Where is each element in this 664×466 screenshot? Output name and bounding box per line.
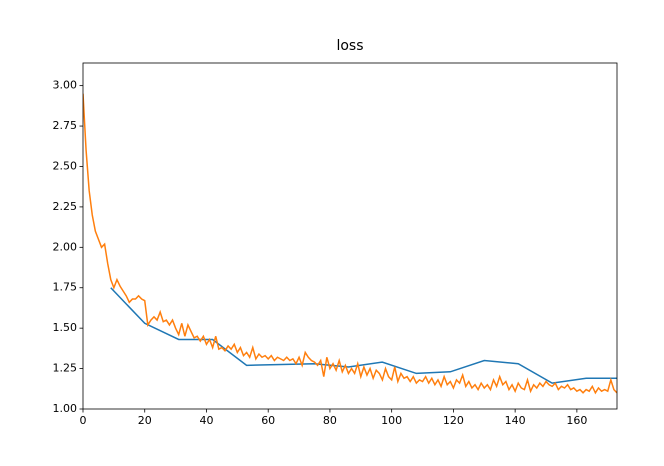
x-tick-label: 40 <box>199 414 213 427</box>
x-tick-label: 60 <box>261 414 275 427</box>
chart-title: loss <box>336 38 363 54</box>
x-tick-label: 140 <box>505 414 526 427</box>
x-tick-label: 80 <box>323 414 337 427</box>
line-series <box>110 287 617 384</box>
y-tick-label: 3.00 <box>53 79 78 92</box>
line-series <box>83 93 617 395</box>
y-tick-label: 2.75 <box>53 119 78 132</box>
y-tick-label: 2.00 <box>53 240 78 253</box>
axes-frame <box>82 62 618 410</box>
x-tick-label: 120 <box>443 414 464 427</box>
y-tick-label: 1.50 <box>53 321 78 334</box>
x-tick-label: 160 <box>566 414 587 427</box>
x-tick-label: 100 <box>381 414 402 427</box>
y-tick-label: 1.00 <box>53 402 78 415</box>
y-tick-label: 1.75 <box>53 281 78 294</box>
y-tick-label: 1.25 <box>53 362 78 375</box>
x-tick-label: 0 <box>80 414 87 427</box>
x-tick-label: 20 <box>138 414 152 427</box>
y-tick-label: 2.50 <box>53 159 78 172</box>
y-tick-label: 2.25 <box>53 200 78 213</box>
